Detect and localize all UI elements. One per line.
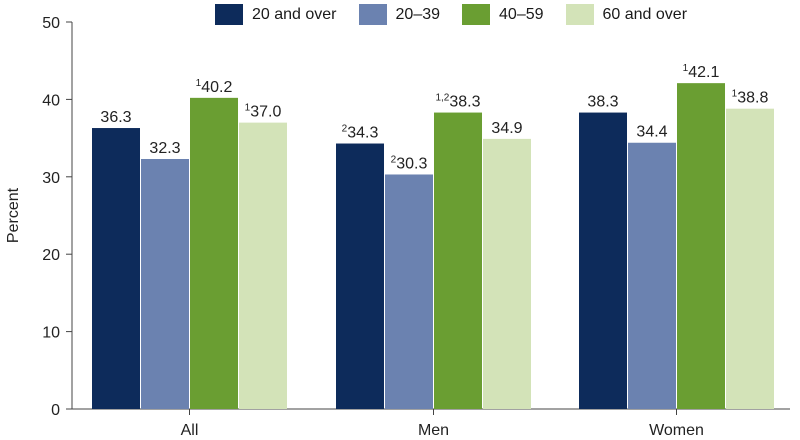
legend-label: 20–39 bbox=[395, 5, 441, 23]
footnote-marker: 2 bbox=[391, 154, 397, 165]
footnote-marker: 2 bbox=[342, 124, 348, 135]
data-label: 142.1 bbox=[683, 63, 720, 81]
data-label-value: 38.8 bbox=[737, 90, 768, 107]
x-tick-label: Men bbox=[418, 422, 449, 439]
y-tick-label: 0 bbox=[51, 402, 60, 419]
data-label: 137.0 bbox=[245, 103, 282, 121]
bar bbox=[190, 97, 238, 410]
bar bbox=[628, 142, 676, 409]
data-label: 34.9 bbox=[491, 120, 522, 137]
data-label: 38.3 bbox=[587, 94, 618, 111]
data-label: 234.3 bbox=[342, 124, 379, 142]
data-label: 140.2 bbox=[196, 78, 233, 96]
bar bbox=[434, 112, 482, 410]
bar bbox=[336, 143, 384, 409]
data-label: 1,238.3 bbox=[435, 93, 480, 111]
data-label: 230.3 bbox=[391, 154, 428, 172]
data-label-value: 30.3 bbox=[396, 155, 427, 172]
data-label-value: 34.3 bbox=[347, 125, 378, 142]
bar bbox=[483, 138, 531, 409]
data-label: 32.3 bbox=[149, 140, 180, 157]
y-tick-label: 50 bbox=[42, 15, 60, 32]
bar bbox=[92, 128, 140, 409]
footnote-marker: 1 bbox=[732, 89, 738, 100]
legend-item-40-59: 40–59 bbox=[462, 4, 544, 25]
bar bbox=[726, 108, 774, 410]
legend-label: 40–59 bbox=[499, 5, 544, 23]
footnote-marker: 1,2 bbox=[435, 93, 449, 104]
legend-item-20-and-over: 20 and over bbox=[215, 4, 337, 25]
legend-item-20-39: 20–39 bbox=[358, 4, 441, 25]
legend-label: 20 and over bbox=[252, 5, 337, 23]
bar bbox=[141, 158, 189, 409]
footnote-marker: 1 bbox=[245, 103, 251, 114]
data-label-value: 40.2 bbox=[201, 79, 232, 96]
data-label: 36.3 bbox=[100, 109, 131, 126]
bar bbox=[579, 112, 627, 410]
legend-swatch bbox=[565, 4, 594, 25]
chart-legend: 20 and over 20–39 40–59 60 and over bbox=[215, 4, 709, 25]
data-label: 138.8 bbox=[732, 89, 769, 107]
legend-label: 60 and over bbox=[602, 5, 688, 23]
legend-swatch bbox=[358, 4, 387, 25]
chart-bars bbox=[92, 83, 774, 410]
data-label: 34.4 bbox=[636, 124, 667, 141]
y-tick-label: 20 bbox=[42, 247, 60, 264]
bar bbox=[677, 83, 725, 409]
y-axis-label: Percent bbox=[5, 187, 22, 243]
footnote-marker: 1 bbox=[196, 78, 202, 89]
data-label-value: 37.0 bbox=[250, 104, 281, 121]
chart-value-labels: 36.332.3140.2137.0234.3230.31,238.334.93… bbox=[100, 63, 768, 172]
data-label-value: 42.1 bbox=[688, 64, 719, 81]
legend-swatch bbox=[462, 4, 491, 25]
y-tick-label: 10 bbox=[42, 325, 60, 342]
y-tick-label: 30 bbox=[42, 170, 60, 187]
x-tick-label: All bbox=[181, 422, 199, 439]
legend-item-60-and-over: 60 and over bbox=[565, 4, 688, 25]
bar bbox=[239, 122, 287, 410]
bar bbox=[385, 174, 433, 409]
x-tick-label: Women bbox=[649, 422, 704, 439]
data-label-value: 38.3 bbox=[449, 94, 480, 111]
chart-axes: 0 10 20 30 40 50 Percent All Men Women bbox=[5, 15, 790, 439]
footnote-marker: 1 bbox=[683, 63, 689, 74]
y-tick-label: 40 bbox=[42, 92, 60, 109]
legend-swatch bbox=[215, 4, 243, 25]
